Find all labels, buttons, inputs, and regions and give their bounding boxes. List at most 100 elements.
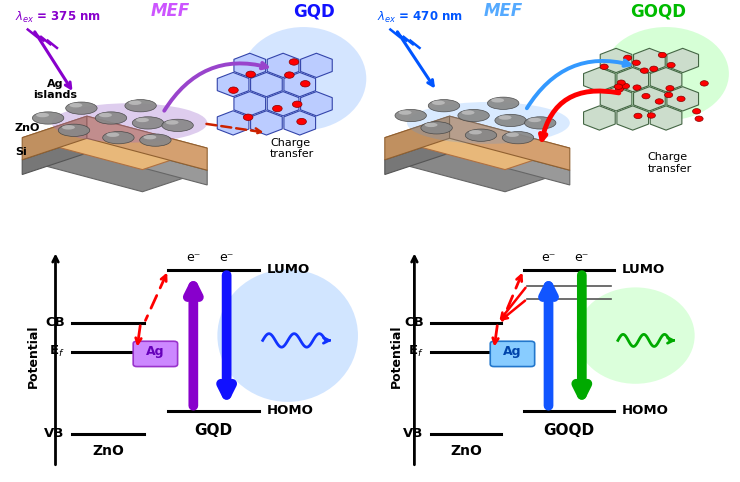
Polygon shape — [667, 48, 699, 73]
Ellipse shape — [136, 118, 149, 122]
Circle shape — [624, 55, 632, 61]
Text: Ag
islands: Ag islands — [33, 79, 78, 100]
Text: LUMO: LUMO — [266, 264, 309, 276]
Polygon shape — [234, 92, 266, 116]
Text: GQD: GQD — [294, 2, 335, 20]
Circle shape — [292, 101, 302, 107]
Ellipse shape — [469, 130, 482, 134]
Polygon shape — [22, 116, 87, 160]
Polygon shape — [218, 111, 249, 135]
Polygon shape — [284, 111, 315, 135]
Polygon shape — [87, 138, 207, 185]
FancyBboxPatch shape — [491, 341, 534, 366]
Polygon shape — [450, 116, 570, 170]
Ellipse shape — [432, 101, 445, 105]
Ellipse shape — [528, 118, 541, 122]
Circle shape — [289, 59, 299, 65]
Text: Potential: Potential — [27, 325, 40, 388]
Text: e⁻: e⁻ — [220, 251, 234, 264]
Circle shape — [642, 94, 650, 99]
Circle shape — [243, 114, 253, 120]
FancyBboxPatch shape — [133, 341, 178, 366]
Ellipse shape — [425, 122, 437, 127]
Polygon shape — [385, 116, 570, 170]
Circle shape — [648, 113, 656, 118]
Ellipse shape — [603, 27, 729, 121]
Text: VB: VB — [403, 428, 423, 440]
Circle shape — [617, 80, 625, 85]
Text: GQD: GQD — [195, 423, 233, 438]
Polygon shape — [267, 92, 299, 116]
Circle shape — [659, 53, 667, 58]
Text: MEF: MEF — [483, 2, 523, 20]
Ellipse shape — [129, 101, 141, 105]
Text: GOQD: GOQD — [630, 2, 687, 20]
Polygon shape — [284, 72, 315, 97]
Text: HOMO: HOMO — [622, 404, 668, 417]
Text: VB: VB — [44, 428, 65, 440]
Circle shape — [695, 116, 703, 121]
Circle shape — [297, 119, 306, 125]
Text: $\lambda_{ex}$ = 375 nm: $\lambda_{ex}$ = 375 nm — [15, 10, 101, 25]
Circle shape — [640, 68, 648, 73]
Polygon shape — [633, 87, 665, 111]
Polygon shape — [267, 53, 299, 78]
Circle shape — [665, 92, 673, 98]
Ellipse shape — [66, 102, 97, 114]
Text: ZnO: ZnO — [15, 123, 40, 133]
Circle shape — [693, 108, 701, 114]
Polygon shape — [300, 92, 332, 116]
Ellipse shape — [95, 112, 127, 124]
Text: e⁻: e⁻ — [186, 251, 201, 264]
Polygon shape — [300, 53, 332, 78]
Ellipse shape — [525, 117, 556, 129]
Text: E$_f$: E$_f$ — [49, 344, 65, 360]
Text: $\lambda_{ex}$ = 470 nm: $\lambda_{ex}$ = 470 nm — [377, 10, 463, 25]
Text: MEF: MEF — [150, 2, 190, 20]
Polygon shape — [251, 72, 282, 97]
Circle shape — [700, 80, 708, 86]
Ellipse shape — [428, 100, 460, 112]
Circle shape — [650, 66, 658, 71]
Polygon shape — [22, 116, 207, 170]
Text: e⁻: e⁻ — [542, 251, 556, 264]
Circle shape — [666, 85, 674, 91]
Ellipse shape — [52, 103, 207, 143]
Circle shape — [677, 96, 685, 102]
Ellipse shape — [491, 98, 504, 103]
Polygon shape — [584, 106, 615, 130]
Circle shape — [285, 72, 295, 78]
Text: e⁻: e⁻ — [575, 251, 589, 264]
Ellipse shape — [421, 121, 452, 134]
Polygon shape — [617, 106, 648, 130]
Circle shape — [616, 87, 624, 92]
Circle shape — [633, 85, 641, 90]
Circle shape — [272, 106, 282, 112]
Ellipse shape — [166, 120, 178, 125]
Text: CB: CB — [45, 317, 65, 329]
Text: CB: CB — [404, 317, 423, 329]
Circle shape — [229, 87, 238, 94]
Polygon shape — [584, 67, 615, 92]
Text: Potential: Potential — [389, 325, 403, 388]
Polygon shape — [218, 72, 249, 97]
Circle shape — [246, 71, 255, 78]
Polygon shape — [617, 67, 648, 92]
Ellipse shape — [240, 27, 366, 130]
Circle shape — [614, 84, 622, 89]
Circle shape — [632, 60, 640, 66]
Polygon shape — [667, 87, 699, 111]
Ellipse shape — [218, 269, 358, 402]
Text: Charge
transfer: Charge transfer — [648, 152, 692, 174]
Circle shape — [655, 99, 663, 104]
Circle shape — [634, 113, 642, 119]
Text: E$_f$: E$_f$ — [408, 344, 423, 360]
Ellipse shape — [107, 133, 119, 137]
Text: Ag: Ag — [147, 346, 165, 358]
Polygon shape — [234, 53, 266, 78]
Ellipse shape — [399, 110, 411, 115]
Text: ZnO: ZnO — [92, 444, 124, 458]
Ellipse shape — [407, 102, 570, 144]
Ellipse shape — [99, 113, 112, 117]
Circle shape — [622, 83, 630, 89]
